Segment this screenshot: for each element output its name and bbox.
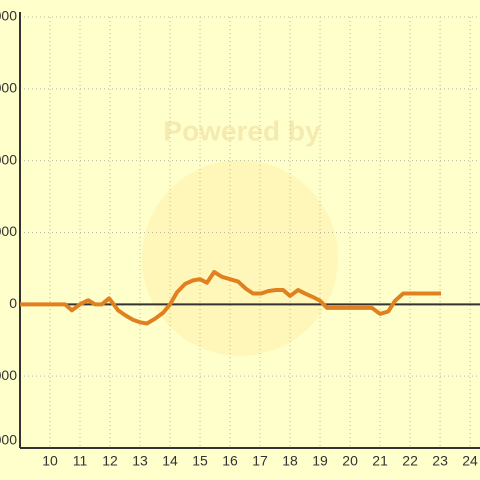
x-tick-label: 22 <box>402 453 418 469</box>
y-tick-label: 3,000 <box>0 223 17 239</box>
x-tick-label: 16 <box>222 453 238 469</box>
y-tick-label: -6,000 <box>0 432 17 448</box>
x-tick-label: 11 <box>73 453 88 469</box>
y-tick-label: 9,000 <box>0 80 17 96</box>
x-tick-label: 23 <box>432 453 448 469</box>
x-tick-label: 10 <box>42 453 58 469</box>
x-tick-label: 19 <box>312 453 328 469</box>
x-tick-label: 18 <box>282 453 298 469</box>
x-tick-label: 14 <box>162 453 178 469</box>
x-tick-label: 17 <box>252 453 268 469</box>
watermark-logo <box>142 160 338 356</box>
x-tick-label: 15 <box>192 453 208 469</box>
x-tick-label: 12 <box>102 453 118 469</box>
x-tick-label: 24 <box>462 453 478 469</box>
x-tick-label: 20 <box>342 453 358 469</box>
y-tick-label: 0 <box>9 295 17 311</box>
data-line <box>20 270 441 326</box>
y-tick-label: -3,000 <box>0 367 17 383</box>
y-tick-label: 12,000 <box>0 8 17 24</box>
x-tick-label: 21 <box>372 453 388 469</box>
watermark: Powered by <box>163 115 321 146</box>
x-tick-label: 13 <box>132 453 148 469</box>
y-tick-label: 6,000 <box>0 151 17 167</box>
